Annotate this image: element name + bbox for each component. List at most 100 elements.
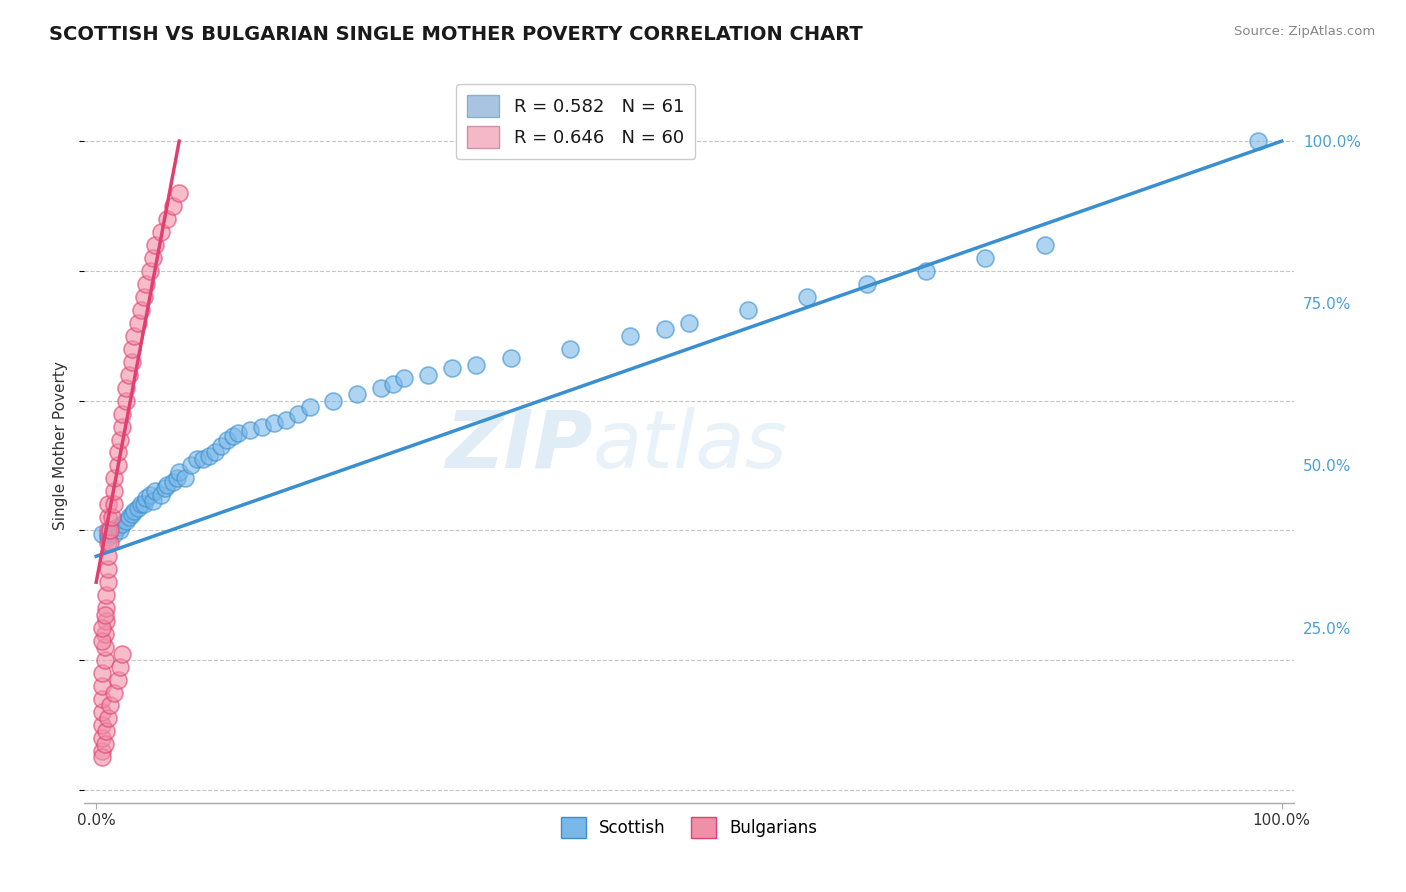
Point [107, 445, 129, 459]
Point [142, 494, 165, 508]
Point [560, 342, 582, 356]
Point [274, 413, 297, 427]
Point [97, 497, 120, 511]
Point [97, 530, 120, 544]
Point [915, 264, 938, 278]
Point [111, 647, 134, 661]
Point [103, 484, 125, 499]
Point [135, 277, 157, 291]
Point [186, 452, 208, 467]
Point [974, 251, 997, 265]
Point [111, 516, 134, 531]
Point [142, 251, 165, 265]
Point [91, 744, 114, 758]
Point [132, 497, 155, 511]
Point [138, 264, 160, 278]
Point [156, 211, 179, 226]
Point [121, 354, 143, 368]
Point [93, 640, 115, 654]
Point [107, 458, 129, 473]
Point [91, 731, 114, 745]
Point [91, 621, 114, 635]
Point [156, 478, 179, 492]
Point [108, 659, 131, 673]
Point [167, 186, 190, 200]
Point [97, 524, 120, 538]
Point [94, 614, 117, 628]
Point [115, 514, 138, 528]
Point [107, 520, 129, 534]
Point [346, 387, 368, 401]
Point [103, 497, 125, 511]
Text: atlas: atlas [592, 407, 787, 485]
Point [678, 316, 700, 330]
Point [619, 328, 641, 343]
Point [100, 698, 122, 713]
Point [100, 524, 122, 538]
Point [129, 302, 152, 317]
Point [91, 526, 114, 541]
Point [1247, 134, 1270, 148]
Y-axis label: Single Mother Poverty: Single Mother Poverty [53, 361, 69, 531]
Point [91, 705, 114, 719]
Point [228, 425, 250, 440]
Point [191, 452, 214, 467]
Point [166, 471, 188, 485]
Point [394, 371, 416, 385]
Point [737, 302, 759, 317]
Point [97, 562, 120, 576]
Point [93, 738, 115, 752]
Point [108, 433, 131, 447]
Point [122, 504, 145, 518]
Point [1033, 238, 1056, 252]
Point [127, 500, 149, 515]
Point [370, 381, 392, 395]
Point [94, 724, 117, 739]
Point [103, 471, 125, 485]
Point [97, 575, 120, 590]
Point [94, 601, 117, 615]
Point [103, 526, 125, 541]
Point [91, 750, 114, 764]
Point [93, 607, 115, 622]
Point [153, 481, 176, 495]
Point [796, 290, 818, 304]
Point [209, 439, 232, 453]
Legend: Scottish, Bulgarians: Scottish, Bulgarians [554, 811, 824, 845]
Point [97, 510, 120, 524]
Point [263, 417, 285, 431]
Point [97, 526, 120, 541]
Point [91, 679, 114, 693]
Point [322, 393, 344, 408]
Text: Source: ZipAtlas.com: Source: ZipAtlas.com [1234, 25, 1375, 38]
Point [108, 524, 131, 538]
Point [111, 407, 134, 421]
Point [121, 507, 143, 521]
Point [464, 358, 486, 372]
Point [138, 488, 160, 502]
Point [111, 419, 134, 434]
Point [167, 465, 190, 479]
Point [215, 433, 238, 447]
Point [135, 491, 157, 505]
Point [198, 449, 221, 463]
Point [122, 328, 145, 343]
Point [221, 429, 243, 443]
Point [250, 419, 273, 434]
Point [180, 458, 202, 473]
Point [100, 536, 122, 550]
Point [145, 238, 167, 252]
Text: ZIP: ZIP [444, 407, 592, 485]
Point [93, 653, 115, 667]
Point [501, 351, 523, 366]
Point [115, 393, 138, 408]
Point [91, 633, 114, 648]
Point [97, 549, 120, 564]
Point [91, 666, 114, 681]
Point [145, 484, 167, 499]
Point [129, 497, 152, 511]
Point [118, 510, 141, 524]
Point [239, 423, 262, 437]
Point [132, 290, 155, 304]
Point [97, 711, 120, 725]
